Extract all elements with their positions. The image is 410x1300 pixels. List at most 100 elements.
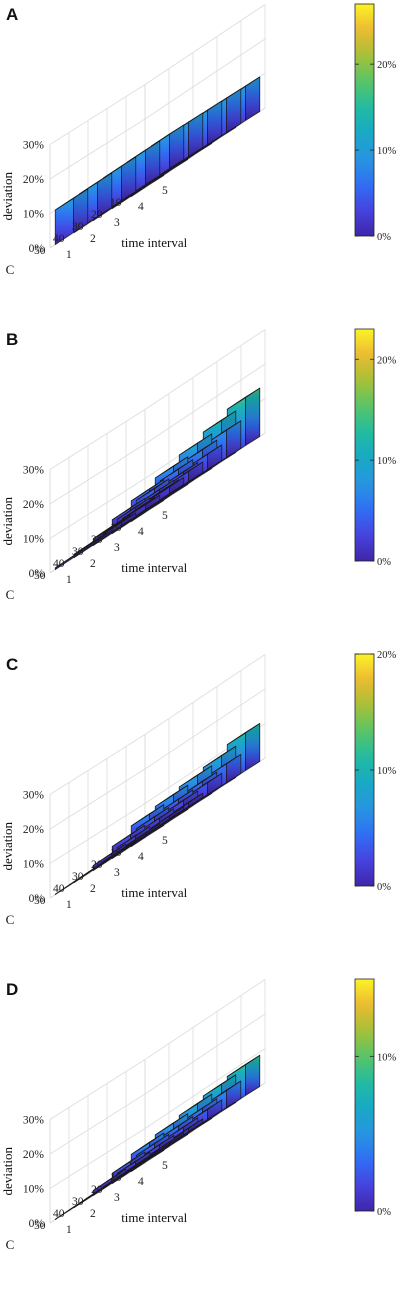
time-tick-label: 1 (66, 574, 72, 586)
bar-face-top (159, 1116, 194, 1139)
gridline (49, 1093, 146, 1155)
c-tick-label: 30 (72, 1196, 84, 1208)
bar-face-side (245, 76, 261, 121)
bar-face-top (207, 1080, 242, 1103)
time-tick-label: 3 (114, 867, 120, 879)
bar-face-top (188, 772, 223, 795)
bar-face-top (135, 478, 170, 501)
z-tick-label: 0% (29, 568, 45, 580)
bar-face-top (111, 498, 146, 521)
bar-face-top (183, 771, 218, 794)
bar-face-top (135, 1133, 170, 1156)
bar-face-top (226, 1054, 261, 1077)
bar-face-top (54, 872, 89, 895)
chart-b: B 0% 10% 20% 30% deviation 10 20 30 40 50 C 1 2 3 4 5 tim… (0, 328, 397, 602)
z-axis-label: deviation (0, 1147, 15, 1196)
bar-face-side (245, 387, 261, 446)
z-axis-label: deviation (0, 497, 15, 546)
time-tick-label: 2 (90, 1208, 96, 1220)
z-tick-label: 10% (23, 859, 45, 871)
panel-c: C 0% 10% 20% 30% deviation 10 20 30 40 50 C 1 2 3 4 5 tim… (0, 650, 410, 975)
bar-face-top (178, 765, 213, 788)
c-tick-label: 10 (110, 1172, 122, 1184)
c-tick-label: 40 (53, 233, 65, 245)
bar-face-top (226, 723, 261, 746)
bar-face-top (207, 754, 242, 777)
bar-face-top (121, 497, 156, 520)
panel-letter: D (6, 980, 18, 999)
bar-face-top (154, 784, 189, 807)
bar-face-top (183, 1098, 218, 1121)
c-tick-label: 20 (91, 859, 103, 871)
c-tick-label: 50 (34, 570, 46, 582)
gridline (144, 654, 266, 735)
bar-face-top (116, 1151, 151, 1174)
c-tick-label: 20 (91, 1184, 103, 1196)
c-tick-label: 30 (72, 871, 84, 883)
c-tick-label: 30 (72, 221, 84, 233)
gridline (49, 409, 146, 470)
chart-c: C 0% 10% 20% 30% deviation 10 20 30 40 50 C 1 2 3 4 5 tim… (0, 650, 397, 927)
gridline (144, 363, 266, 445)
time-tick-label: 1 (66, 1224, 72, 1236)
bar-face-top (116, 497, 151, 520)
time-tick-label: 1 (66, 899, 72, 911)
colorbar-tick-label: 20% (377, 60, 397, 71)
bar-face-top (126, 494, 161, 517)
z-tick-label: 30% (23, 140, 45, 152)
c-tick-label: 30 (72, 546, 84, 558)
c-tick-label: 10 (110, 847, 122, 859)
colorbar-tick-label: 10% (377, 146, 397, 157)
bar-face-top (126, 823, 161, 846)
gridline (144, 329, 266, 410)
gridline (144, 979, 266, 1060)
colorbar-tick-label: 10% (377, 456, 397, 467)
bar-face-top (202, 1074, 237, 1097)
bar-face-top (140, 1135, 175, 1158)
colorbar-tick-label: 0% (377, 232, 391, 243)
colorbar-tick-label: 10% (377, 1052, 397, 1063)
panel-b: B 0% 10% 20% 30% deviation 10 20 30 40 50 C 1 2 3 4 5 tim… (0, 325, 410, 650)
bar-face-top (150, 806, 185, 829)
bar-face-top (202, 745, 237, 768)
z-tick-label: 10% (23, 534, 45, 546)
z-tick-label: 20% (23, 824, 45, 836)
gridline (144, 1048, 266, 1129)
bar-face-top (97, 514, 132, 537)
gridline (49, 734, 146, 795)
gridline (49, 84, 146, 145)
bar-face-top (130, 804, 165, 827)
chart-d: D 0% 10% 20% 30% deviation 10 20 30 40 50 C 1 2 3 4 5 tim… (0, 978, 397, 1252)
z-axis-label: deviation (0, 172, 15, 221)
gridline (144, 1013, 266, 1095)
gridline (49, 1128, 146, 1189)
bar-face-top (164, 462, 199, 485)
bar-face-top (202, 410, 237, 433)
chart-a: A 0% 10% 20% 30% deviation 10 20 30 40 50 C 1 2 3 4 5 tim… (0, 3, 397, 277)
bar-face-top (135, 807, 170, 830)
z-tick-label: 20% (23, 1149, 45, 1161)
bar-face-top (178, 433, 213, 456)
bar-face-top (150, 1132, 185, 1155)
c-tick-label: 40 (53, 1208, 65, 1220)
bar-face-top (145, 479, 180, 502)
c-tick-label: 10 (110, 522, 122, 534)
bar-face-top (92, 517, 127, 540)
c-axis-label: C (6, 262, 15, 277)
bar-face-top (150, 477, 185, 500)
bar-face-top (126, 1148, 161, 1171)
c-axis-label: C (6, 912, 15, 927)
panel-letter: A (6, 5, 18, 24)
time-tick-label: 2 (90, 558, 96, 570)
colorbar-tick-label: 20% (377, 650, 397, 661)
c-tick-label: 50 (34, 1220, 46, 1232)
bar (54, 546, 89, 570)
c-tick-label: 50 (34, 245, 46, 257)
time-tick-label: 2 (90, 233, 96, 245)
bar-face-top (140, 479, 175, 502)
z-tick-label: 0% (29, 893, 45, 905)
gridline (49, 443, 146, 505)
z-tick-label: 20% (23, 499, 45, 511)
bar-face-top (154, 456, 189, 479)
c-tick-label: 50 (34, 895, 46, 907)
